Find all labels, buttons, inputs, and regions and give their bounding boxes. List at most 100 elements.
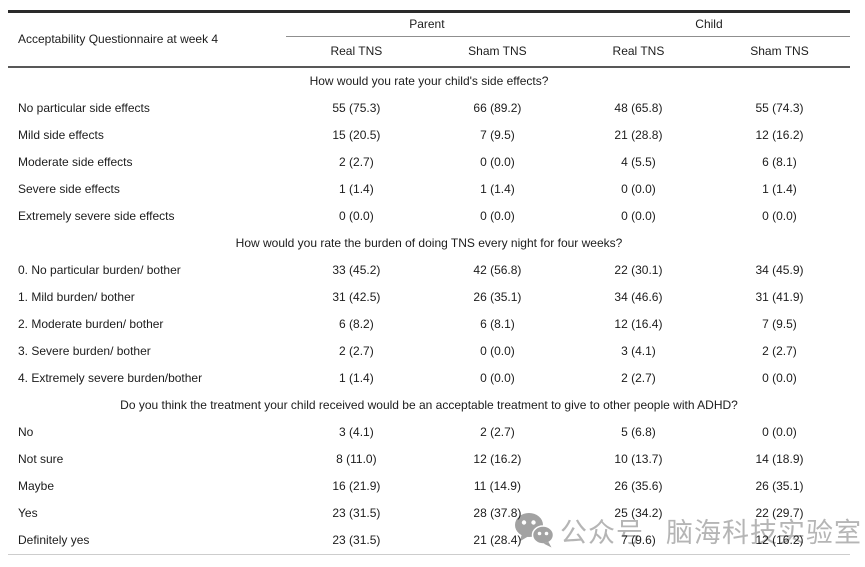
cell-value: 34 (45.9) <box>755 262 804 277</box>
watermark-account-name: 脑海科技实验室 <box>666 517 862 549</box>
table-title: Acceptability Questionnaire at week 4 <box>8 11 286 68</box>
section-question: How would you rate your child's side eff… <box>309 73 549 88</box>
cell-value: 33 (45.2) <box>332 262 381 277</box>
section-question: How would you rate the burden of doing T… <box>235 235 623 250</box>
table-row: 0. No particular burden/ bother 33 (45.2)… <box>8 257 850 284</box>
section-question: Do you think the treatment your child re… <box>120 397 738 412</box>
row-label: 2. Moderate burden/ bother <box>18 316 164 331</box>
cell-value: 7 (9.5) <box>762 316 797 331</box>
cell-value: 26 (35.1) <box>755 478 804 493</box>
cell-value: 55 (75.3) <box>332 100 381 115</box>
cell-value: 7 (9.5) <box>480 127 515 142</box>
cell-value: 0 (0.0) <box>480 208 515 223</box>
cell-value: 21 (28.4) <box>473 532 522 547</box>
row-label: Maybe <box>18 478 55 493</box>
row-label: Moderate side effects <box>18 154 133 169</box>
cell-value: 22 (30.1) <box>614 262 663 277</box>
col-group-child: Child <box>567 11 850 37</box>
cell-value: 0 (0.0) <box>762 424 797 439</box>
cell-value: 12 (16.2) <box>755 127 804 142</box>
cell-value: 48 (65.8) <box>614 100 663 115</box>
cell-value: 0 (0.0) <box>621 181 656 196</box>
row-label: No <box>18 424 34 439</box>
table-row: Not sure 8 (11.0) 12 (16.2) 10 (13.7) 14 (18… <box>8 446 850 473</box>
cell-value: 5 (6.8) <box>621 424 656 439</box>
cell-value: 1 (1.4) <box>339 370 374 385</box>
cell-value: 11 (14.9) <box>473 478 521 493</box>
cell-value: 4 (5.5) <box>621 154 656 169</box>
cell-value: 15 (20.5) <box>332 127 381 142</box>
cell-value: 3 (4.1) <box>339 424 374 439</box>
col-group-parent: Parent <box>285 11 568 37</box>
cell-value: 28 (37.8) <box>473 505 522 520</box>
col-header-parent-real-tns: Real TNS <box>285 36 427 68</box>
row-label: 0. No particular burden/ bother <box>18 262 181 277</box>
cell-value: 0 (0.0) <box>480 343 515 358</box>
cell-value: 0 (0.0) <box>762 370 797 385</box>
cell-value: 2 (2.7) <box>480 424 515 439</box>
cell-value: 1 (1.4) <box>762 181 797 196</box>
row-label: No particular side effects <box>18 100 150 115</box>
cell-value: 2 (2.7) <box>339 343 374 358</box>
table-row: 1. Mild burden/ bother 31 (42.5) 26 (35.1)… <box>8 284 850 311</box>
table-row: Moderate side effects 2 (2.7) 0 (0.0) 4 (5.… <box>8 149 850 176</box>
table-row: 2. Moderate burden/ bother 6 (8.2) 6 (8.1)… <box>8 311 850 338</box>
cell-value: 6 (8.2) <box>339 316 374 331</box>
cell-value: 2 (2.7) <box>621 370 656 385</box>
cell-value: 0 (0.0) <box>762 208 797 223</box>
cell-value: 12 (16.4) <box>614 316 663 331</box>
cell-value: 42 (56.8) <box>473 262 522 277</box>
section-question-row: How would you rate the burden of doing T… <box>8 230 850 257</box>
cell-value: 0 (0.0) <box>621 208 656 223</box>
group-header-row: Acceptability Questionnaire at week 4 Pa… <box>8 11 850 68</box>
section-question-row: How would you rate your child's side eff… <box>8 67 850 95</box>
table-row: Mild side effects 15 (20.5) 7 (9.5) 21 (28.… <box>8 122 850 149</box>
col-header-parent-sham-tns: Sham TNS <box>426 36 568 68</box>
cell-value: 34 (46.6) <box>614 289 663 304</box>
cell-value: 55 (74.3) <box>755 100 804 115</box>
cell-value: 21 (28.8) <box>614 127 663 142</box>
table-row: 4. Extremely severe burden/bother 1 (1.4)… <box>8 365 850 392</box>
cell-value: 14 (18.9) <box>755 451 804 466</box>
cell-value: 31 (42.5) <box>332 289 381 304</box>
cell-value: 6 (8.1) <box>762 154 797 169</box>
row-label: 3. Severe burden/ bother <box>18 343 151 358</box>
cell-value: 0 (0.0) <box>339 208 374 223</box>
watermark: 公众号 脑海科技实验室 <box>514 509 862 551</box>
row-label: 1. Mild burden/ bother <box>18 289 135 304</box>
table-row: Yes 23 (31.5) 28 (37.8) 25 (34.2) 22 (29.7) <box>8 500 850 527</box>
section-question-row: Do you think the treatment your child re… <box>8 392 850 419</box>
cell-value: 12 (16.2) <box>473 451 522 466</box>
table-row: Maybe 16 (21.9) 11 (14.9) 26 (35.6) 26 (35.1… <box>8 473 850 500</box>
cell-value: 31 (41.9) <box>755 289 804 304</box>
cell-value: 1 (1.4) <box>339 181 374 196</box>
cell-value: 23 (31.5) <box>332 505 381 520</box>
table-row: 3. Severe burden/ bother 2 (2.7) 0 (0.0) 3 … <box>8 338 850 365</box>
row-label: 4. Extremely severe burden/bother <box>18 370 203 385</box>
row-label: Definitely yes <box>18 532 90 547</box>
cell-value: 66 (89.2) <box>473 100 522 115</box>
cell-value: 16 (21.9) <box>332 478 381 493</box>
cell-value: 0 (0.0) <box>480 154 515 169</box>
cell-value: 23 (31.5) <box>332 532 381 547</box>
watermark-account-label: 公众号 <box>560 517 644 549</box>
cell-value: 1 (1.4) <box>480 181 515 196</box>
table-row: No 3 (4.1) 2 (2.7) 5 (6.8) 0 (0.0) <box>8 419 850 446</box>
row-label: Not sure <box>18 451 64 466</box>
cell-value: 22 (29.7) <box>755 505 804 520</box>
cell-value: 6 (8.1) <box>480 316 515 331</box>
cell-value: 25 (34.2) <box>614 505 663 520</box>
cell-value: 10 (13.7) <box>614 451 663 466</box>
row-label: Extremely severe side effects <box>18 208 175 223</box>
column-header-row: Real TNS Sham TNS Real TNS Sham TNS <box>8 36 850 68</box>
col-header-child-sham-tns: Sham TNS <box>708 36 850 68</box>
cell-value: 26 (35.1) <box>473 289 522 304</box>
wechat-icon <box>515 513 554 548</box>
cell-value: 3 (4.1) <box>621 343 656 358</box>
row-label: Mild side effects <box>18 127 104 142</box>
table-row: Severe side effects 1 (1.4) 1 (1.4) 0 (0.0)… <box>8 176 850 203</box>
cell-value: 7 (9.6) <box>621 532 656 547</box>
cell-value: 2 (2.7) <box>762 343 797 358</box>
acceptability-questionnaire-table: Acceptability Questionnaire at week 4 Pa… <box>8 10 850 555</box>
